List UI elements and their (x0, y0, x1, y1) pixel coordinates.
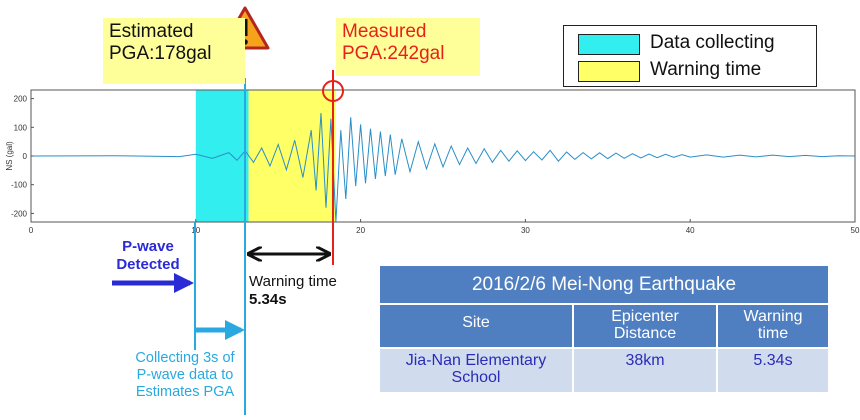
warning-label: Warning time (249, 273, 337, 290)
pwave-annotation: P-wave Detected (100, 238, 196, 274)
collect-line3: Estimates PGA (135, 384, 235, 400)
chart-legend: Data collecting Warning time (563, 25, 817, 87)
x-tick-label: 30 (521, 226, 530, 235)
x-tick-label: 50 (851, 226, 860, 235)
y-tick-label: -100 (11, 181, 28, 190)
table-cell-site: Jia-Nan Elementary School (380, 349, 572, 392)
axes: 0 10 20 30 40 50 -200 -100 0 100 200 (11, 95, 860, 235)
measured-pga-callout: Measured PGA:242gal (336, 18, 480, 76)
warning-time-annotation: Warning time 5.34s (249, 273, 369, 309)
collecting-annotation: Collecting 3s of P-wave data to Estimate… (110, 350, 260, 401)
measured-value: PGA:242gal (342, 43, 445, 64)
x-tick-label: 0 (29, 226, 34, 235)
pwave-line2: Detected (116, 256, 180, 273)
estimated-value: PGA:178gal (109, 43, 212, 64)
collect-line1: Collecting 3s of (135, 350, 235, 366)
table-header-warning: Warning time (718, 305, 828, 347)
legend-label: Warning time (650, 59, 762, 80)
y-axis-label: NS (gal) (5, 141, 14, 171)
x-tick-label: 10 (191, 226, 200, 235)
table-header-distance: Epicenter Distance (574, 305, 716, 347)
table-cell-warning: 5.34s (718, 349, 828, 392)
series-line (30, 112, 856, 223)
y-tick-label: -200 (11, 209, 28, 218)
legend-swatch (578, 61, 640, 82)
pwave-line1: P-wave (122, 238, 174, 255)
estimated-pga-callout: Estimated PGA:178gal (103, 18, 245, 84)
earthquake-table: 2016/2/6 Mei-Nong Earthquake Site Epicen… (380, 266, 828, 392)
y-tick-label: 200 (14, 95, 28, 104)
peak-circle (322, 80, 344, 102)
estimated-label: Estimated (109, 21, 194, 42)
y-tick-label: 0 (23, 152, 28, 161)
legend-label: Data collecting (650, 32, 775, 53)
measured-label: Measured (342, 21, 427, 42)
y-tick-label: 100 (14, 123, 28, 132)
x-tick-label: 20 (356, 226, 365, 235)
x-tick-label: 40 (686, 226, 695, 235)
collect-line2: P-wave data to (136, 367, 234, 383)
table-cell-distance: 38km (574, 349, 716, 392)
legend-swatch (578, 34, 640, 55)
table-title: 2016/2/6 Mei-Nong Earthquake (380, 266, 828, 303)
shaded-regions (195, 90, 336, 222)
table-header-site: Site (380, 305, 572, 347)
region-warning-time (248, 90, 336, 222)
warning-value: 5.34s (249, 291, 287, 308)
